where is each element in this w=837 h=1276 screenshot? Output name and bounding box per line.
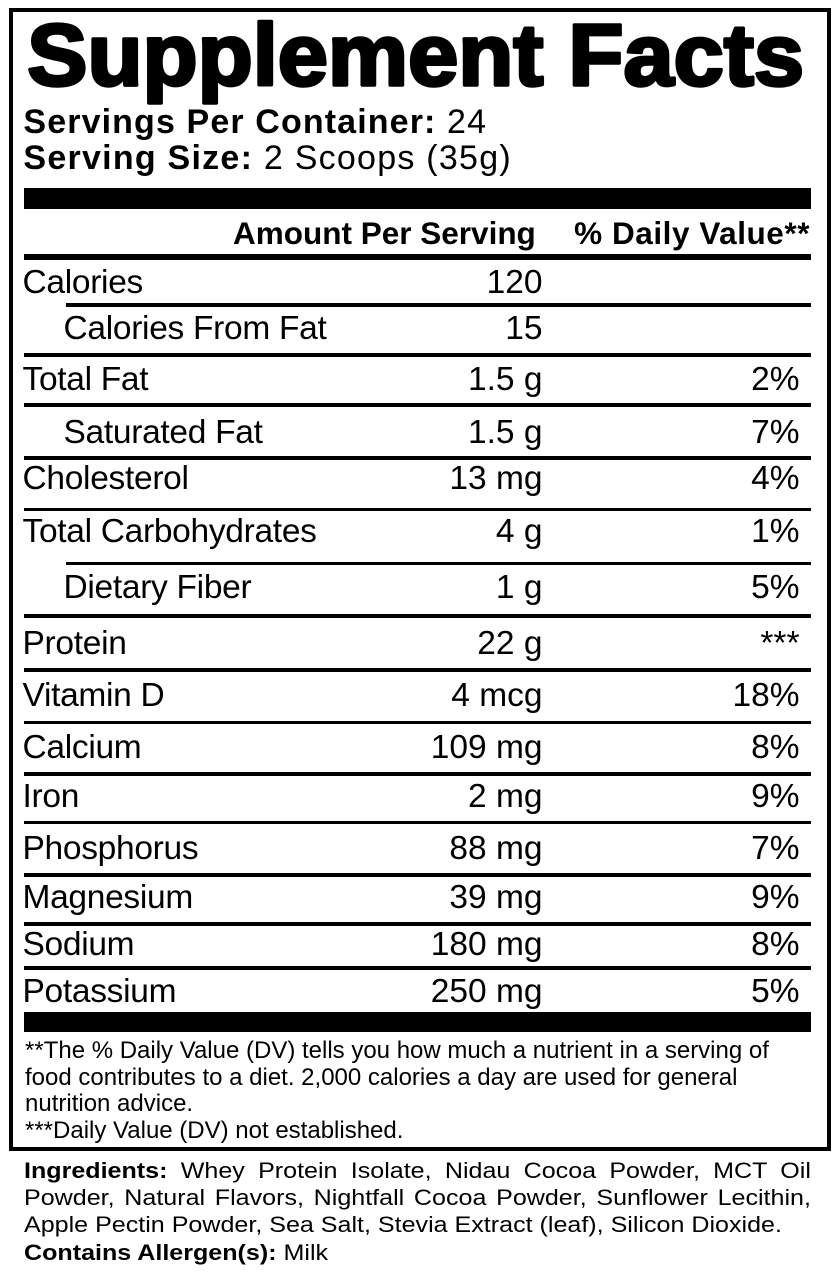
svg-text:Supplement Facts: Supplement Facts — [27, 6, 804, 103]
